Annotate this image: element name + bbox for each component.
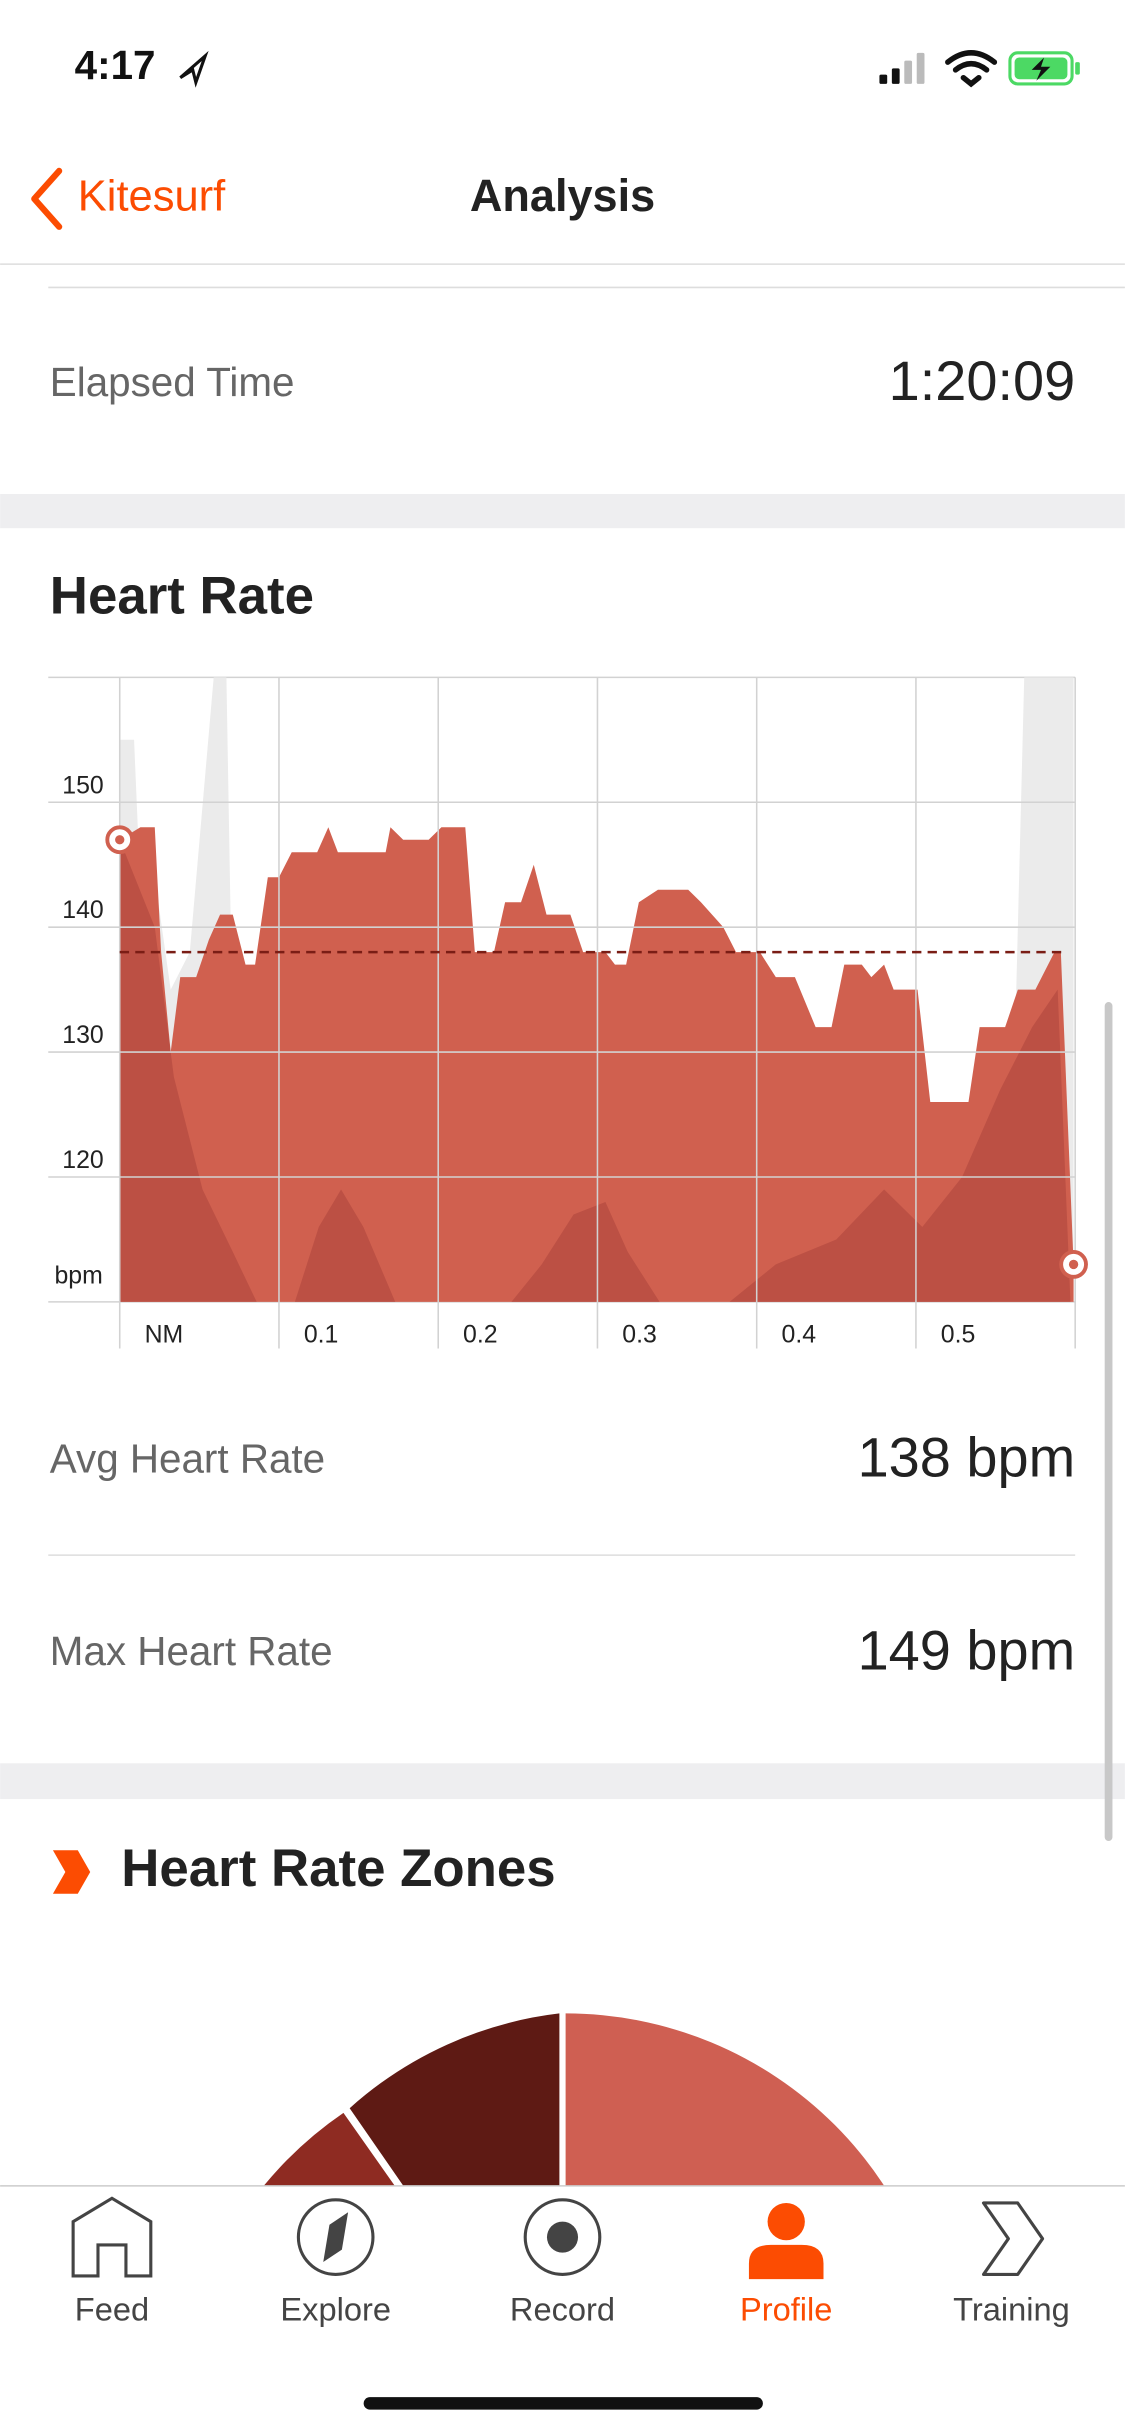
tab-icon[interactable] xyxy=(296,2198,375,2276)
section-gap xyxy=(0,1763,1125,1800)
y-axis-label: bpm xyxy=(54,1263,102,1290)
area xyxy=(119,839,1071,1302)
area xyxy=(119,827,1074,1302)
signal-icon xyxy=(879,52,925,84)
heart-rate-chart: 120 130 140 150 NM 0.1 0.2 0.3 0.4 0.5 bpm xyxy=(48,676,1088,1349)
feed-icon xyxy=(71,2196,153,2278)
tab-label[interactable]: Feed xyxy=(75,2290,149,2327)
training-icon xyxy=(981,2201,1045,2276)
explore-icon xyxy=(296,2198,375,2276)
battery-icon xyxy=(1008,51,1080,86)
tab-label[interactable]: Training xyxy=(953,2290,1070,2327)
tab-icon[interactable] xyxy=(71,2196,153,2278)
elapsed-label: Elapsed Time xyxy=(50,359,295,405)
section-title: Heart Rate xyxy=(50,567,314,626)
tab-icon[interactable] xyxy=(523,2198,602,2276)
back-button[interactable]: Kitesurf xyxy=(78,172,226,220)
y-tick-label: 150 xyxy=(62,772,103,799)
tab-icon[interactable] xyxy=(981,2201,1045,2276)
x-tick-label: 0.2 xyxy=(463,1322,498,1349)
zones-icon xyxy=(52,1850,91,1894)
x-tick-label: NM xyxy=(145,1322,184,1349)
profile-head xyxy=(767,2202,805,2241)
x-tick-label: 0.5 xyxy=(941,1322,976,1349)
y-tick-label: 130 xyxy=(62,1022,103,1049)
stat-label: Avg Heart Rate xyxy=(50,1436,325,1482)
location-icon xyxy=(179,50,209,88)
y-tick-label: 140 xyxy=(62,897,103,924)
tab-label[interactable]: Profile xyxy=(740,2290,832,2327)
scrollbar xyxy=(1104,1002,1113,1841)
x-tick-label: 0.4 xyxy=(782,1322,817,1349)
zones-donut xyxy=(263,2013,885,2186)
status-time: 4:17 xyxy=(75,42,156,88)
section-gap xyxy=(0,494,1125,529)
record-dot xyxy=(546,2221,579,2253)
stat-label: Max Heart Rate xyxy=(50,1628,333,1674)
stat-value: 138 bpm xyxy=(858,1426,1076,1489)
explore-needle xyxy=(323,2212,349,2262)
record-icon xyxy=(523,2198,602,2276)
stat-value: 149 bpm xyxy=(858,1618,1076,1681)
home-indicator xyxy=(363,2397,763,2410)
y-tick-label: 120 xyxy=(62,1147,103,1174)
tab-label[interactable]: Record xyxy=(510,2290,615,2327)
elapsed-value: 1:20:09 xyxy=(889,349,1076,412)
wifi-icon xyxy=(945,50,998,88)
start-marker-dot xyxy=(115,835,125,845)
nav-title: Analysis xyxy=(470,170,655,221)
tab-label[interactable]: Explore xyxy=(280,2290,391,2327)
section-title: Heart Rate Zones xyxy=(121,1839,555,1898)
end-marker-dot xyxy=(1068,1259,1079,1270)
tab-icon[interactable] xyxy=(748,2202,824,2280)
x-tick-label: 0.1 xyxy=(304,1322,339,1349)
back-chevron[interactable] xyxy=(31,167,63,230)
x-tick-label: 0.3 xyxy=(622,1322,657,1349)
profile-body xyxy=(748,2244,824,2280)
